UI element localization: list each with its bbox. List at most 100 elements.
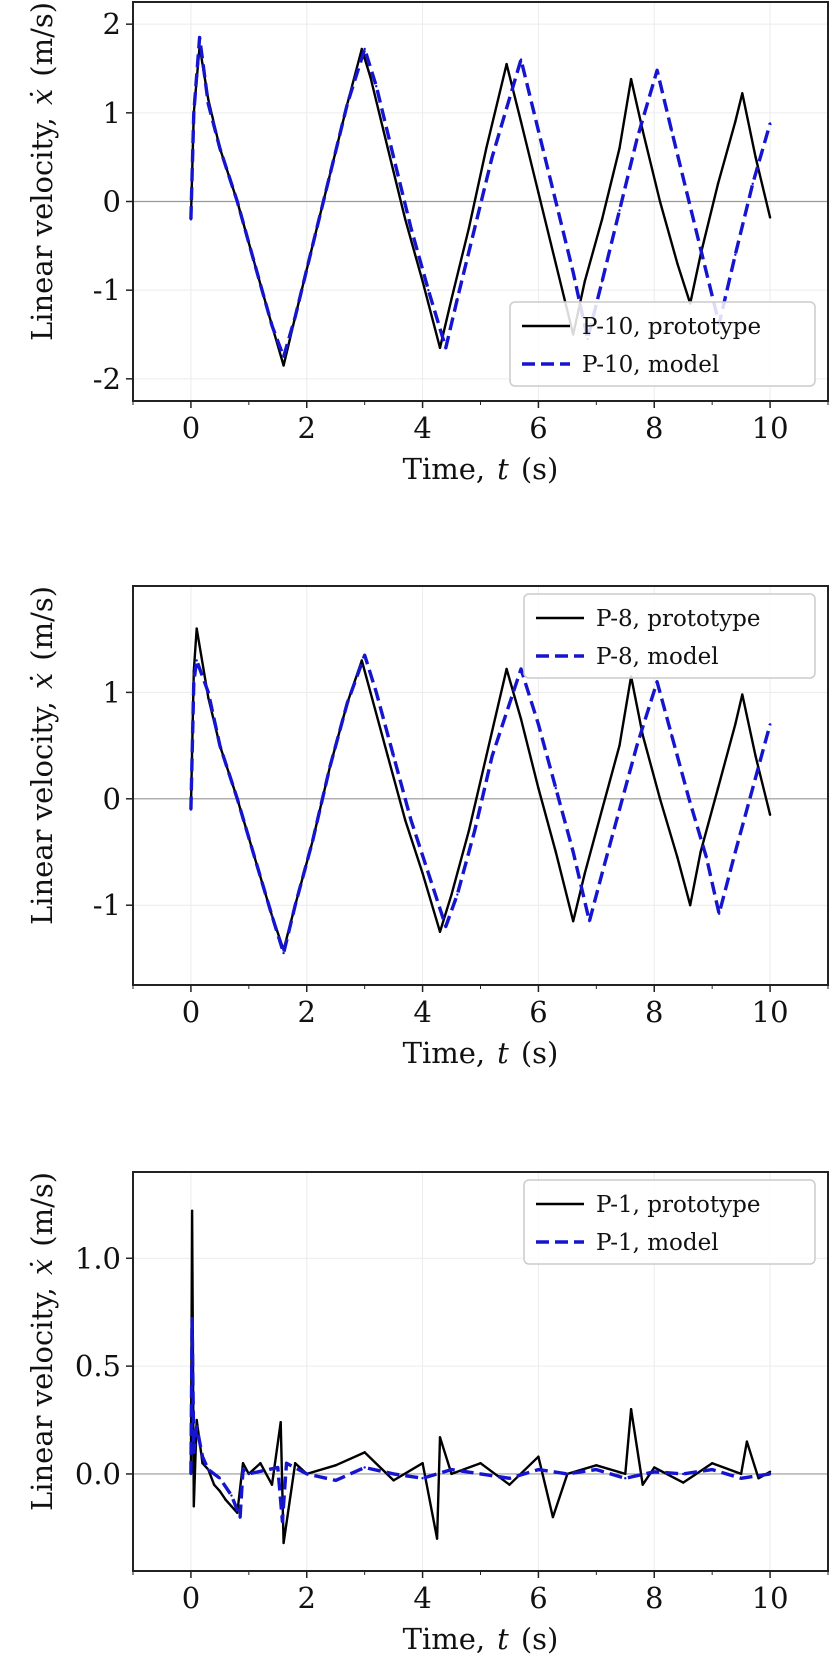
data-point — [554, 850, 557, 854]
data-point — [241, 1468, 245, 1471]
data-point — [583, 280, 586, 283]
x-tick-label: 0 — [182, 1581, 200, 1615]
data-point — [259, 1461, 262, 1465]
data-point — [754, 755, 757, 758]
data-point — [276, 1466, 279, 1469]
data-point — [369, 76, 372, 79]
data-point — [421, 872, 424, 875]
data-point — [734, 723, 737, 726]
data-point — [655, 680, 659, 683]
data-point — [207, 102, 210, 106]
data-point — [658, 200, 662, 203]
data-point — [363, 653, 366, 657]
data-point — [600, 872, 604, 875]
data-point — [247, 1472, 251, 1476]
x-tick-label: 0 — [182, 995, 200, 1029]
x-axis-label-unit: (s) — [521, 1036, 559, 1070]
y-tick-label: 0 — [103, 185, 121, 219]
data-point — [363, 47, 366, 51]
data-point — [450, 1472, 453, 1476]
data-point — [409, 818, 413, 822]
data-point — [392, 1479, 395, 1482]
x-tick-label: 0 — [182, 411, 200, 445]
legend-label-1: P-1, prototype — [596, 1192, 760, 1218]
data-point — [688, 904, 692, 907]
data-point — [346, 102, 349, 106]
x-tick-label: 6 — [529, 1581, 547, 1615]
y-axis-label-var: ẋ — [25, 673, 59, 689]
data-point — [705, 856, 708, 859]
data-point — [282, 355, 285, 358]
x-tick-label: 2 — [298, 995, 316, 1029]
data-point — [554, 786, 557, 790]
data-point — [192, 1505, 196, 1508]
data-point — [751, 786, 754, 790]
y-axis-label-text: Linear velocity, — [25, 701, 59, 925]
data-point — [238, 1515, 242, 1519]
data-point — [438, 346, 442, 349]
y-axis-label: Linear velocity, ẋ (m/s) — [25, 2, 59, 341]
series-line-2 — [189, 1317, 771, 1524]
data-point — [360, 47, 363, 51]
data-point — [537, 1468, 540, 1471]
data-point — [218, 147, 222, 150]
data-point — [230, 1505, 233, 1508]
data-point — [270, 914, 274, 918]
data-point — [710, 1461, 714, 1465]
x-tick-label: 10 — [752, 411, 789, 445]
x-axis-label-text: Time, — [403, 1036, 486, 1070]
data-point — [595, 1468, 598, 1471]
data-point — [421, 1461, 424, 1465]
data-point — [734, 120, 737, 123]
data-point — [236, 1511, 239, 1514]
data-point — [768, 122, 772, 125]
series-line-2 — [189, 35, 772, 359]
data-point — [716, 182, 720, 185]
legend-label-2: P-10, model — [582, 352, 719, 378]
data-point — [207, 696, 210, 699]
legend: P-10, prototype P-10, model — [509, 301, 816, 387]
data-point — [438, 930, 442, 933]
data-point — [189, 218, 193, 221]
data-point — [192, 1451, 196, 1454]
data-point — [285, 1461, 288, 1465]
data-point — [404, 218, 407, 221]
data-point — [189, 1472, 193, 1476]
data-point — [190, 1209, 194, 1213]
data-point — [467, 226, 471, 230]
data-point — [670, 129, 673, 132]
data-point — [768, 723, 772, 726]
y-tick-label: 1 — [103, 96, 121, 130]
data-point — [375, 691, 378, 694]
x-axis-label-var: t — [497, 1036, 509, 1070]
data-point — [600, 808, 604, 811]
data-point — [198, 36, 201, 39]
x-axis-label-text: Time, — [403, 1622, 486, 1656]
data-point — [444, 925, 447, 928]
data-point — [566, 1472, 569, 1476]
data-point — [456, 893, 459, 896]
x-tick-label: 10 — [752, 995, 789, 1029]
data-point — [583, 872, 586, 875]
x-axis-label: Time, t (s) — [403, 1036, 559, 1070]
y-tick-label: 0.0 — [75, 1457, 121, 1491]
data-point — [705, 271, 708, 274]
data-point — [305, 1472, 308, 1476]
y-tick-label: -1 — [93, 273, 121, 307]
data-point — [224, 1498, 227, 1502]
data-point — [479, 1472, 482, 1476]
data-point — [739, 1477, 743, 1480]
legend: P-1, prototype P-1, model — [523, 1179, 816, 1265]
y-axis-label-var: ẋ — [25, 1259, 59, 1275]
data-point — [485, 755, 488, 758]
y-tick-label: 1 — [103, 675, 121, 709]
data-point — [192, 111, 196, 115]
data-point — [450, 893, 453, 896]
data-point — [754, 155, 757, 159]
data-point — [311, 840, 314, 843]
data-point — [676, 262, 679, 265]
data-point — [571, 919, 575, 923]
data-point — [537, 723, 540, 726]
data-point — [624, 1472, 627, 1476]
